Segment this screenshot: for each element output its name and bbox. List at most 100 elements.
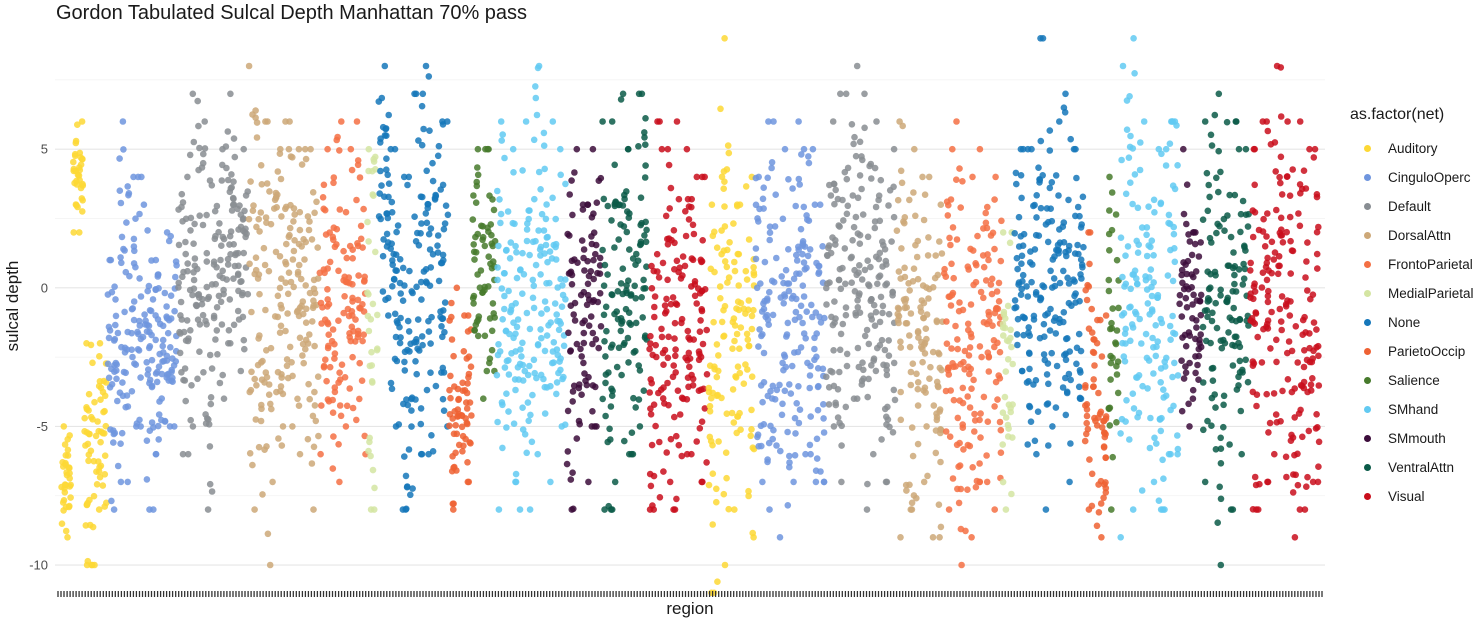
data-point bbox=[821, 314, 828, 322]
data-point bbox=[348, 308, 356, 315]
data-point bbox=[276, 329, 284, 337]
data-point bbox=[1171, 258, 1179, 266]
data-point bbox=[498, 137, 506, 144]
data-point bbox=[932, 252, 939, 259]
data-point bbox=[685, 203, 693, 210]
data-point bbox=[529, 391, 536, 399]
data-point bbox=[357, 235, 365, 243]
data-point bbox=[341, 374, 349, 381]
data-point bbox=[688, 450, 695, 458]
data-point bbox=[526, 506, 534, 513]
data-point bbox=[114, 397, 121, 405]
data-point bbox=[660, 468, 667, 475]
region-points bbox=[787, 118, 805, 486]
data-point bbox=[799, 242, 806, 249]
data-point bbox=[1273, 206, 1280, 214]
legend-key bbox=[1360, 286, 1376, 302]
data-point bbox=[636, 423, 644, 430]
data-point bbox=[670, 362, 677, 369]
data-point bbox=[191, 255, 199, 262]
data-point bbox=[844, 202, 852, 210]
data-point bbox=[474, 230, 482, 238]
data-point bbox=[1264, 210, 1271, 217]
data-point bbox=[1077, 224, 1085, 231]
data-point bbox=[299, 352, 306, 359]
data-point bbox=[886, 423, 893, 431]
data-point bbox=[159, 322, 167, 330]
data-point bbox=[840, 217, 847, 224]
data-point bbox=[580, 359, 587, 367]
data-point bbox=[1214, 220, 1221, 228]
data-point bbox=[1217, 561, 1225, 569]
data-point bbox=[652, 422, 659, 430]
data-point bbox=[526, 325, 534, 333]
data-point bbox=[177, 298, 185, 306]
data-point bbox=[786, 452, 793, 460]
data-point bbox=[910, 189, 917, 196]
data-point bbox=[206, 480, 214, 488]
data-point bbox=[274, 368, 282, 376]
data-point bbox=[1062, 374, 1069, 382]
data-point bbox=[882, 257, 890, 265]
data-point bbox=[335, 317, 342, 325]
data-point bbox=[402, 506, 410, 513]
data-point bbox=[997, 426, 1005, 434]
data-point bbox=[447, 372, 454, 380]
data-point bbox=[486, 192, 493, 199]
data-point bbox=[1043, 371, 1051, 378]
data-point bbox=[920, 216, 928, 224]
data-point bbox=[811, 334, 818, 342]
data-point bbox=[541, 250, 548, 257]
data-point bbox=[372, 248, 379, 256]
data-point bbox=[105, 334, 113, 342]
data-point bbox=[605, 369, 612, 376]
data-point bbox=[439, 121, 447, 128]
data-point bbox=[212, 280, 219, 288]
data-point bbox=[1207, 284, 1214, 292]
data-point bbox=[942, 273, 950, 281]
data-point bbox=[1279, 239, 1287, 246]
legend-label: VentralAttn bbox=[1388, 460, 1455, 475]
data-point bbox=[1011, 297, 1019, 304]
data-point bbox=[1313, 191, 1321, 198]
data-point bbox=[632, 319, 640, 327]
data-point bbox=[552, 256, 560, 263]
region-points bbox=[1140, 118, 1158, 486]
data-point bbox=[427, 225, 435, 232]
data-point bbox=[549, 118, 557, 125]
region-points bbox=[870, 118, 887, 458]
data-point bbox=[1270, 256, 1278, 263]
data-point bbox=[919, 358, 926, 366]
data-point bbox=[542, 215, 550, 223]
data-point bbox=[842, 311, 850, 319]
data-point bbox=[578, 391, 585, 399]
data-point bbox=[651, 303, 658, 311]
data-point bbox=[1171, 359, 1178, 367]
data-point bbox=[61, 441, 69, 448]
data-point bbox=[240, 336, 248, 344]
data-point bbox=[403, 483, 411, 491]
data-point bbox=[1037, 204, 1045, 212]
data-point bbox=[871, 322, 879, 330]
data-point bbox=[1268, 238, 1276, 246]
data-point bbox=[429, 251, 437, 258]
data-point bbox=[72, 137, 80, 145]
data-point bbox=[417, 420, 425, 428]
data-point bbox=[108, 288, 116, 296]
data-point bbox=[690, 336, 697, 343]
data-point bbox=[1204, 417, 1211, 425]
data-point bbox=[152, 312, 159, 319]
data-point bbox=[831, 298, 838, 305]
data-point bbox=[1024, 145, 1032, 153]
data-point bbox=[167, 232, 174, 240]
data-point bbox=[1231, 191, 1239, 199]
data-point bbox=[383, 230, 391, 238]
data-point bbox=[684, 357, 691, 364]
data-point bbox=[85, 430, 93, 438]
data-point bbox=[1052, 172, 1060, 179]
data-point bbox=[808, 301, 815, 309]
data-point bbox=[635, 396, 643, 403]
data-point bbox=[202, 420, 210, 427]
data-point bbox=[742, 183, 750, 190]
data-point bbox=[485, 145, 492, 153]
